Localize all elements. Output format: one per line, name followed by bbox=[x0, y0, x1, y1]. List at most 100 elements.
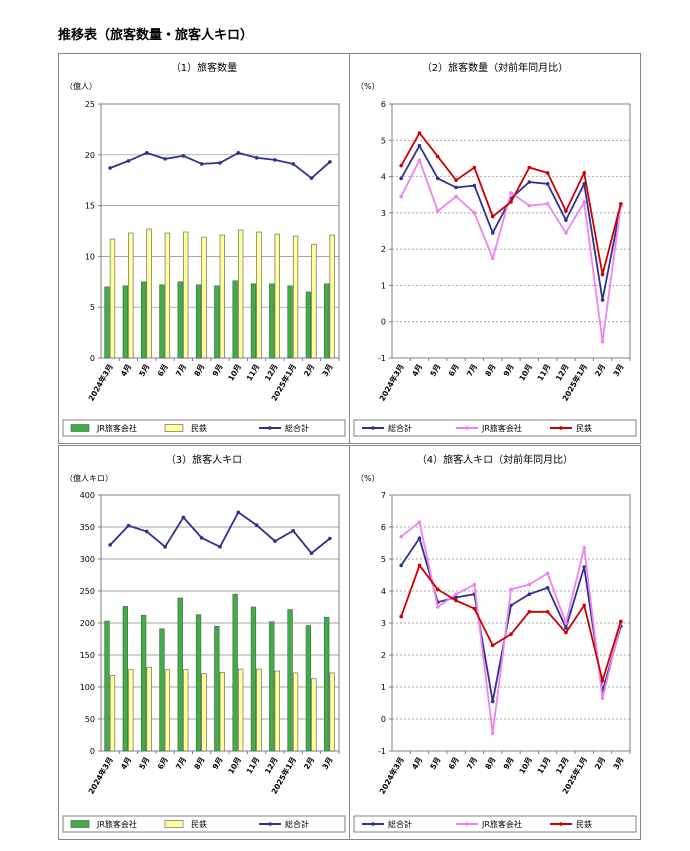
data-point bbox=[564, 630, 568, 635]
bar bbox=[164, 232, 171, 359]
data-point bbox=[163, 545, 167, 549]
bar bbox=[201, 673, 207, 752]
data-point bbox=[399, 176, 403, 181]
legend: JR旅客会社 民鉄 総合計 bbox=[62, 815, 346, 833]
x-tick-label: 11月 bbox=[245, 756, 262, 776]
legend-label: 民鉄 bbox=[576, 423, 592, 433]
y-tick-label: 25 bbox=[85, 100, 95, 109]
x-tick-label: 2024年3月 bbox=[377, 362, 406, 403]
bar bbox=[274, 670, 280, 752]
y-tick-label: 3 bbox=[381, 209, 386, 218]
data-point bbox=[454, 592, 458, 596]
bar bbox=[195, 284, 202, 359]
data-point bbox=[435, 605, 440, 609]
legend-swatch bbox=[164, 820, 184, 828]
data-point bbox=[454, 595, 458, 600]
bar bbox=[219, 234, 225, 359]
y-axis-label: （億人キロ） bbox=[65, 473, 113, 483]
data-point bbox=[509, 191, 513, 195]
legend-label: JR旅客会社 bbox=[96, 819, 137, 829]
data-point bbox=[273, 539, 277, 543]
x-tick-label: 12月 bbox=[263, 756, 280, 776]
data-point bbox=[454, 185, 458, 190]
data-point bbox=[600, 272, 605, 277]
y-tick-label: 300 bbox=[80, 555, 95, 564]
data-point bbox=[236, 150, 241, 155]
bar bbox=[183, 669, 189, 752]
chart-title: （1）旅客数量 bbox=[171, 61, 237, 74]
data-point bbox=[582, 171, 587, 175]
plot-area bbox=[391, 494, 631, 752]
y-tick-label: 50 bbox=[85, 715, 95, 724]
data-point bbox=[236, 510, 241, 515]
x-tick-label: 4月 bbox=[119, 363, 133, 379]
bar bbox=[269, 621, 275, 752]
x-tick-label: 4月 bbox=[410, 756, 424, 772]
x-tick-label: 8月 bbox=[483, 363, 497, 379]
data-point bbox=[454, 178, 458, 182]
y-tick-label: 350 bbox=[80, 523, 95, 532]
data-point bbox=[328, 536, 332, 541]
y-tick-label: 6 bbox=[381, 100, 386, 109]
x-tick-label: 3月 bbox=[320, 756, 334, 772]
bar bbox=[238, 668, 244, 752]
x-tick-label: 8月 bbox=[192, 756, 206, 772]
data-point bbox=[527, 180, 532, 184]
x-tick-label: 12月 bbox=[554, 363, 571, 383]
y-tick-label: 2 bbox=[381, 651, 386, 660]
y-tick-label: 200 bbox=[80, 619, 95, 628]
data-point bbox=[472, 606, 477, 611]
bar bbox=[164, 669, 171, 752]
data-point bbox=[309, 176, 314, 180]
legend-label: 総合計 bbox=[285, 819, 309, 829]
x-tick-label: 2月 bbox=[593, 363, 607, 379]
bar bbox=[201, 236, 207, 359]
legend-label: JR旅客会社 bbox=[481, 819, 522, 829]
data-point bbox=[126, 523, 131, 528]
x-tick-label: 7月 bbox=[465, 756, 479, 772]
y-tick-label: 10 bbox=[85, 252, 95, 261]
x-tick-label: 9月 bbox=[502, 756, 516, 772]
data-point bbox=[545, 571, 550, 576]
x-tick-label: 6月 bbox=[447, 363, 461, 379]
data-point bbox=[619, 201, 623, 206]
data-point bbox=[527, 165, 532, 170]
bar bbox=[140, 281, 147, 359]
data-point bbox=[490, 231, 495, 235]
data-point bbox=[545, 586, 550, 590]
data-point bbox=[199, 536, 204, 540]
data-point bbox=[199, 162, 204, 166]
bar bbox=[195, 614, 202, 752]
legend-label: 総合計 bbox=[388, 423, 412, 433]
data-point bbox=[527, 610, 532, 614]
data-point bbox=[218, 545, 222, 549]
x-tick-label: 2024年3月 bbox=[377, 755, 406, 796]
y-axis-label: （%） bbox=[356, 82, 380, 91]
plot-area bbox=[391, 103, 631, 359]
legend: 総合計 JR旅客会社 民鉄 bbox=[353, 419, 637, 437]
y-tick-label: 150 bbox=[80, 651, 95, 660]
bar bbox=[159, 284, 165, 359]
legend-label: 民鉄 bbox=[191, 819, 207, 829]
data-point bbox=[417, 563, 422, 568]
bar bbox=[146, 228, 152, 359]
data-point bbox=[490, 643, 495, 648]
data-point bbox=[527, 582, 532, 587]
data-point bbox=[218, 161, 222, 165]
data-point bbox=[545, 171, 550, 175]
x-tick-label: 6月 bbox=[447, 756, 461, 772]
data-point bbox=[600, 696, 605, 700]
legend-marker bbox=[465, 822, 469, 826]
bar bbox=[324, 283, 330, 359]
x-tick-label: 8月 bbox=[483, 756, 497, 772]
legend-box bbox=[353, 419, 637, 437]
bar bbox=[324, 616, 330, 752]
legend-marker bbox=[371, 822, 375, 826]
bar bbox=[140, 615, 147, 752]
x-tick-label: 10月 bbox=[517, 756, 534, 776]
legend-marker bbox=[465, 426, 469, 430]
x-tick-label: 10月 bbox=[226, 756, 243, 776]
x-tick-label: 7月 bbox=[174, 363, 188, 379]
data-point bbox=[600, 678, 605, 683]
data-point bbox=[472, 183, 477, 188]
